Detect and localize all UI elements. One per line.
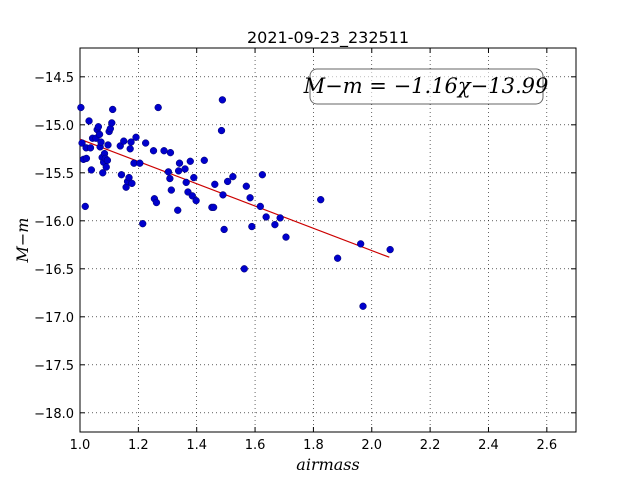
axis-ticks: 1.0 1.2 1.4 1.6 1.8 2.0 2.2 2.4 2.6 −14.5 −15.0 −15…: [34, 48, 576, 453]
x-tick-label: 2.6: [536, 438, 557, 453]
y-tick-label: −16.0: [34, 215, 74, 230]
data-point: [166, 174, 174, 183]
data-point: [120, 137, 128, 145]
data-point: [126, 145, 134, 153]
data-point: [154, 103, 162, 112]
data-point: [127, 138, 135, 146]
y-tick-label: −14.5: [34, 71, 74, 86]
data-point: [139, 220, 147, 228]
data-point: [182, 178, 190, 187]
x-tick-label: 1.6: [245, 438, 266, 453]
data-point: [77, 103, 85, 112]
y-tick-label: −18.0: [34, 407, 74, 422]
x-tick-label: 1.4: [186, 438, 207, 453]
data-point: [240, 265, 248, 273]
x-tick-label: 2.4: [478, 438, 499, 453]
data-point: [78, 139, 86, 147]
data-point: [99, 169, 107, 177]
data-point: [103, 156, 112, 164]
data-point: [174, 206, 182, 214]
data-point: [229, 172, 237, 181]
x-axis-label: airmass: [296, 455, 359, 474]
data-point: [220, 225, 228, 234]
y-tick-label: −17.0: [34, 311, 74, 326]
data-point: [128, 179, 136, 188]
data-point: [219, 191, 227, 199]
data-point: [141, 139, 150, 147]
data-point: [125, 173, 133, 182]
data-point: [359, 302, 367, 310]
fit-annotation-frame: [309, 68, 544, 105]
x-tick-label: 1.0: [70, 438, 91, 453]
data-point: [108, 119, 116, 127]
data-point: [117, 171, 126, 179]
y-tick-label: −15.5: [34, 167, 74, 182]
data-point: [160, 147, 168, 155]
y-tick-label: −17.5: [34, 359, 74, 374]
data-point: [209, 203, 218, 212]
data-point: [282, 233, 290, 241]
data-point: [190, 173, 198, 182]
data-point: [333, 254, 342, 262]
data-point: [218, 96, 227, 104]
data-point: [248, 222, 256, 231]
data-point: [357, 240, 365, 248]
data-point: [94, 123, 103, 131]
data-point: [181, 165, 189, 173]
data-point: [223, 177, 232, 186]
data-point: [136, 159, 144, 167]
data-point: [186, 157, 194, 165]
data-point: [82, 154, 91, 163]
data-point: [102, 163, 110, 171]
data-point: [152, 198, 161, 207]
fit-line-layer: [79, 138, 390, 258]
data-point: [97, 138, 105, 146]
fit-equation-label: M−m = −1.16χ−13.99: [303, 74, 549, 98]
data-point: [262, 213, 270, 221]
y-tick-label: −16.5: [34, 263, 74, 278]
grid-lines: [79, 48, 576, 432]
data-point: [175, 159, 184, 167]
y-axis-label: M−m: [13, 218, 32, 264]
data-point: [86, 144, 95, 152]
data-points: [77, 96, 394, 310]
data-point: [200, 156, 208, 164]
y-tick-label: −15.0: [34, 119, 74, 134]
data-point: [109, 105, 117, 114]
data-point: [192, 196, 200, 205]
data-point: [104, 141, 112, 149]
data-point: [242, 182, 250, 190]
chart-title: 2021-09-23_232511: [247, 28, 409, 48]
data-point: [149, 147, 158, 155]
data-point: [258, 171, 267, 179]
data-point: [85, 117, 93, 125]
data-point: [217, 126, 226, 135]
data-point: [95, 130, 104, 139]
data-point: [164, 168, 173, 176]
data-point: [246, 194, 254, 202]
data-point: [166, 148, 175, 157]
data-point: [81, 202, 89, 211]
data-point: [87, 166, 96, 174]
data-point: [256, 202, 264, 211]
x-tick-label: 2.2: [420, 438, 441, 453]
data-point: [188, 192, 196, 200]
data-point: [132, 133, 140, 141]
fit-annotation-box: M−m = −1.16χ−13.99: [303, 68, 549, 105]
x-tick-label: 1.2: [128, 438, 149, 453]
data-point: [167, 186, 175, 194]
data-point: [211, 180, 219, 188]
data-point: [276, 214, 284, 222]
fit-line: [79, 138, 390, 258]
data-point: [317, 196, 325, 204]
data-point: [271, 220, 279, 229]
plot-area-frame: [79, 47, 577, 433]
x-tick-label: 2.0: [361, 438, 382, 453]
x-tick-label: 1.8: [303, 438, 324, 453]
data-point: [386, 245, 394, 254]
data-point: [174, 167, 183, 175]
